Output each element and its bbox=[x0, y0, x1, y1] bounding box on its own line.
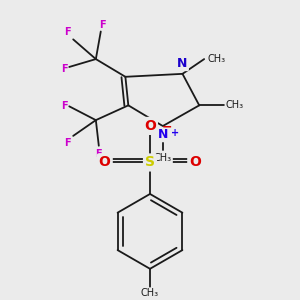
Text: F: F bbox=[64, 27, 71, 38]
Text: +: + bbox=[171, 128, 179, 138]
Text: F: F bbox=[61, 101, 67, 111]
Text: O: O bbox=[189, 155, 201, 170]
Text: F: F bbox=[95, 149, 102, 159]
Text: CH₃: CH₃ bbox=[207, 54, 225, 64]
Text: N: N bbox=[158, 128, 168, 141]
Text: O: O bbox=[99, 155, 111, 170]
Text: CH₃: CH₃ bbox=[226, 100, 244, 110]
Text: N: N bbox=[177, 57, 188, 70]
Text: O: O bbox=[144, 119, 156, 133]
Text: S: S bbox=[145, 155, 155, 170]
Text: F: F bbox=[99, 20, 106, 29]
Text: CH₃: CH₃ bbox=[154, 153, 172, 163]
Text: CH₃: CH₃ bbox=[141, 289, 159, 298]
Text: F: F bbox=[64, 138, 71, 148]
Text: −: − bbox=[162, 121, 172, 134]
Text: F: F bbox=[61, 64, 67, 74]
